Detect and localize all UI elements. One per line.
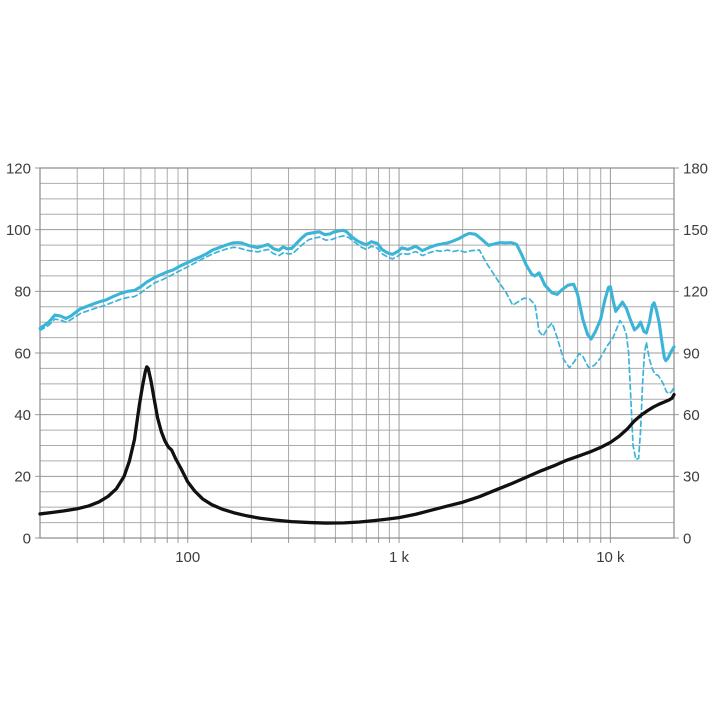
- y-right-tick-label: 150: [683, 222, 708, 239]
- impedance-curve: [38, 365, 676, 525]
- x-tick-label: 100: [175, 549, 200, 566]
- axis-ticks: [35, 167, 679, 543]
- y-right-tick-label: 90: [683, 345, 700, 362]
- y-left-tick-label: 100: [6, 222, 31, 239]
- y-axis-left-labels: 0 20 40 60 80 100 120: [6, 160, 31, 547]
- y-left-tick-label: 0: [23, 530, 31, 547]
- y-left-tick-label: 20: [14, 469, 31, 486]
- y-right-tick-label: 30: [683, 469, 700, 486]
- y-left-tick-label: 40: [14, 407, 31, 424]
- x-axis-labels: 100 1 k 10 k: [175, 549, 625, 566]
- y-right-tick-label: 60: [683, 407, 700, 424]
- response-off-axis-curve: [39, 234, 675, 461]
- y-left-tick-label: 80: [14, 284, 31, 301]
- y-left-tick-label: 60: [14, 345, 31, 362]
- plot-border: [39, 167, 675, 539]
- y-right-tick-label: 180: [683, 160, 708, 177]
- response-on-axis-curve: [38, 228, 676, 363]
- grid-major: [40, 168, 674, 538]
- y-right-tick-label: 120: [683, 284, 708, 301]
- series: [38, 228, 676, 525]
- y-left-tick-label: 120: [6, 160, 31, 177]
- y-right-tick-label: 0: [683, 530, 691, 547]
- y-axis-right-labels: 0 30 60 90 120 150 180: [683, 160, 708, 547]
- x-tick-label: 1 k: [389, 549, 410, 566]
- x-tick-label: 10 k: [596, 549, 625, 566]
